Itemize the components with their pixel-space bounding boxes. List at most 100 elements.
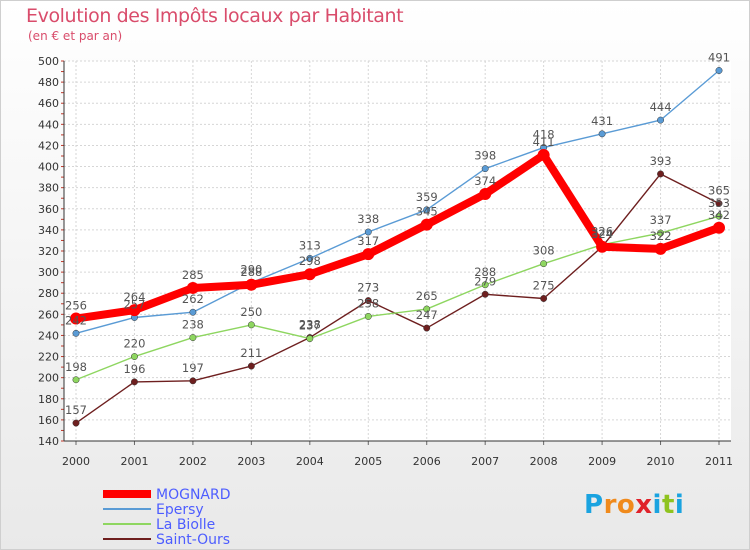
- legend-label-mognard: MOGNARD: [156, 487, 231, 503]
- y-tick-label: 280: [38, 287, 59, 300]
- data-label-saint-ours: 273: [357, 281, 379, 295]
- data-point-mognard: [362, 248, 375, 261]
- data-label-epersy: 418: [533, 128, 555, 142]
- x-tick-label: 2011: [705, 455, 733, 468]
- logo-letter: x: [635, 490, 653, 520]
- series-line-epersy: [75, 69, 720, 335]
- data-point-epersy: [72, 329, 80, 337]
- data-point-la-biolle: [715, 212, 723, 220]
- data-label-mognard: 411: [533, 135, 555, 149]
- data-label-la-biolle: 288: [474, 265, 496, 279]
- data-point-saint-ours: [657, 170, 664, 178]
- y-tick-label: 360: [38, 203, 59, 216]
- data-label-la-biolle: 258: [357, 296, 379, 310]
- data-label-la-biolle: 237: [299, 319, 321, 333]
- data-label-epersy: 398: [474, 149, 496, 163]
- data-label-mognard: 256: [65, 299, 87, 313]
- series-line-mognard: [72, 150, 723, 323]
- y-tick-label: 420: [38, 139, 59, 152]
- data-label-la-biolle: 220: [123, 337, 145, 351]
- data-point-saint-ours: [72, 419, 80, 427]
- logo-letter: i: [674, 490, 685, 520]
- logo-letter: o: [616, 490, 636, 520]
- data-point-saint-ours: [189, 377, 197, 385]
- y-tick-label: 140: [38, 435, 59, 448]
- data-point-saint-ours: [715, 200, 723, 207]
- data-point-la-biolle: [72, 376, 80, 384]
- data-label-mognard: 342: [708, 208, 730, 222]
- data-point-mognard: [654, 242, 667, 255]
- data-point-mognard: [420, 218, 433, 231]
- data-label-saint-ours: 157: [65, 403, 87, 417]
- data-label-la-biolle: 238: [182, 318, 204, 332]
- data-point-la-biolle: [131, 353, 138, 361]
- data-label-mognard: 317: [357, 234, 379, 248]
- data-labels: 157 196 197 211 238 273 247 279 275 324 393 365 198 2…: [65, 51, 730, 418]
- data-point-mognard: [479, 188, 492, 200]
- y-tick-label: 220: [38, 351, 59, 364]
- data-point-epersy: [364, 228, 372, 236]
- legend-label-epersy: Epersy: [156, 502, 204, 518]
- data-label-mognard: 264: [123, 290, 145, 304]
- logo-letter: i: [652, 490, 662, 520]
- chart-title: Evolution des Impôts locaux par Habitant: [26, 5, 404, 27]
- data-label-epersy: 444: [650, 100, 672, 114]
- data-label-epersy: 359: [416, 190, 438, 204]
- x-tick-label: 2007: [471, 455, 499, 468]
- data-label-saint-ours: 365: [708, 184, 730, 198]
- data-label-mognard: 324: [591, 227, 613, 241]
- x-tick-label: 2004: [296, 455, 324, 468]
- data-label-saint-ours: 247: [416, 308, 438, 322]
- data-label-mognard: 298: [299, 254, 321, 268]
- data-label-epersy: 290: [240, 263, 262, 277]
- data-point-mognard: [537, 148, 550, 161]
- data-label-saint-ours: 275: [533, 279, 555, 293]
- data-point-saint-ours: [247, 362, 255, 370]
- data-label-epersy: 431: [591, 114, 613, 128]
- data-point-mognard: [70, 312, 82, 325]
- x-tick-label: 2005: [354, 455, 382, 468]
- data-point-saint-ours: [364, 297, 372, 305]
- y-tick-label: 320: [38, 245, 59, 258]
- data-label-saint-ours: 197: [182, 361, 204, 375]
- data-point-mognard: [128, 304, 141, 317]
- series: [70, 67, 725, 427]
- data-point-saint-ours: [423, 324, 431, 332]
- data-point-la-biolle: [540, 260, 548, 268]
- data-point-la-biolle: [247, 321, 255, 329]
- y-tick-label: 200: [38, 372, 59, 385]
- logo-letter: r: [603, 490, 617, 520]
- data-point-epersy: [715, 67, 723, 74]
- x-tick-label: 2006: [413, 455, 441, 468]
- x-tick-label: 2001: [120, 455, 148, 468]
- y-tick-label: 460: [38, 97, 59, 110]
- y-tick-label: 380: [38, 182, 59, 195]
- chart-subtitle: (en € et par an): [28, 29, 123, 43]
- data-point-mognard: [245, 278, 258, 291]
- data-label-mognard: 345: [416, 205, 438, 219]
- data-label-la-biolle: 265: [416, 289, 438, 303]
- data-point-la-biolle: [306, 335, 314, 343]
- data-label-la-biolle: 198: [65, 360, 87, 374]
- data-label-la-biolle: 337: [650, 213, 672, 227]
- data-label-mognard: 288: [240, 265, 262, 279]
- data-label-saint-ours: 393: [650, 154, 672, 168]
- data-label-saint-ours: 279: [474, 274, 496, 288]
- x-tick-label: 2000: [62, 455, 90, 468]
- x-tick-label: 2002: [179, 455, 207, 468]
- data-point-epersy: [189, 308, 197, 316]
- data-point-epersy: [481, 165, 489, 173]
- y-tick-label: 260: [38, 308, 59, 321]
- data-label-mognard: 322: [650, 229, 672, 243]
- data-point-epersy: [657, 116, 664, 124]
- data-label-mognard: 374: [474, 174, 496, 188]
- y-tick-label: 240: [38, 329, 59, 342]
- data-point-epersy: [306, 254, 314, 262]
- data-point-mognard: [713, 221, 725, 234]
- y-tick-label: 480: [38, 76, 59, 89]
- data-label-epersy: 262: [182, 292, 204, 306]
- series-line-saint-ours: [75, 173, 720, 424]
- axes: 140 160 180 200 220 240 260 280 300 320 340 360 380 4…: [38, 55, 733, 468]
